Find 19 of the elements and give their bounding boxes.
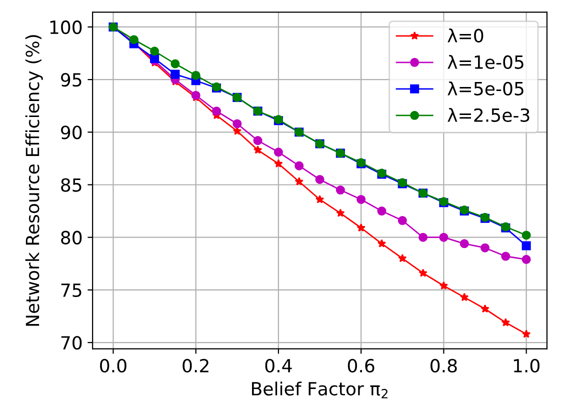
y-tick-label: 70 xyxy=(61,336,82,350)
legend-label: λ=0 xyxy=(448,28,484,42)
legend-label: λ=1e-05 xyxy=(448,54,524,69)
y-tick-label: 75 xyxy=(61,284,82,298)
legend-label: λ=2.5e-3 xyxy=(448,108,530,122)
x-axis-title: Belief Factor π$_{2}$ xyxy=(252,382,388,398)
x-tick-label: 0.6 xyxy=(348,358,374,373)
y-tick-label: 100 xyxy=(50,20,82,34)
x-tick-label: 0.0 xyxy=(100,358,126,373)
y-tick-label: 85 xyxy=(61,178,82,192)
x-tick-label: 0.2 xyxy=(182,358,208,373)
x-tick-label: 0.8 xyxy=(430,358,457,373)
x-tick-label: 1.0 xyxy=(514,358,540,373)
y-tick-label: 90 xyxy=(61,126,82,140)
y-axis-title: Network Resource Efficiency (%) xyxy=(25,35,43,326)
y-tick-label: 80 xyxy=(61,230,82,244)
x-tick-label: 0.4 xyxy=(265,358,292,373)
legend-label: λ=5e-05 xyxy=(448,81,524,96)
y-tick-label: 95 xyxy=(61,73,82,87)
